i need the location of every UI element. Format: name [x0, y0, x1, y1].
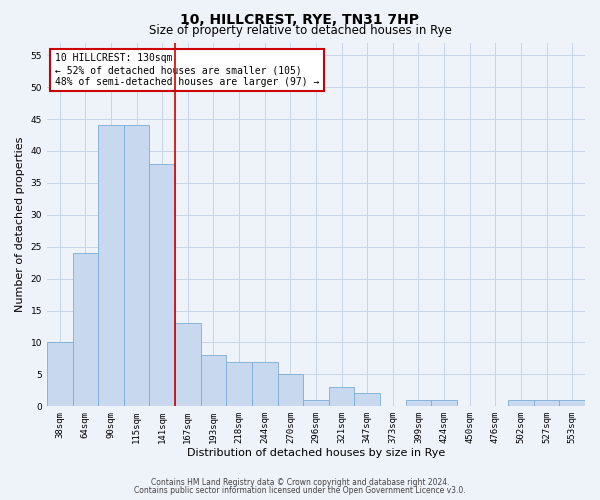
Text: 10 HILLCREST: 130sqm
← 52% of detached houses are smaller (105)
48% of semi-deta: 10 HILLCREST: 130sqm ← 52% of detached h… [55, 54, 319, 86]
Text: Contains HM Land Registry data © Crown copyright and database right 2024.: Contains HM Land Registry data © Crown c… [151, 478, 449, 487]
Bar [124, 126, 149, 406]
Bar [175, 324, 200, 406]
Text: 10, HILLCREST, RYE, TN31 7HP: 10, HILLCREST, RYE, TN31 7HP [181, 12, 419, 26]
Bar [98, 126, 124, 406]
Bar [73, 253, 98, 406]
X-axis label: Distribution of detached houses by size in Rye: Distribution of detached houses by size … [187, 448, 445, 458]
Bar [252, 362, 278, 406]
Bar [329, 387, 355, 406]
Bar [278, 374, 303, 406]
Bar [406, 400, 431, 406]
Bar [47, 342, 73, 406]
Bar [508, 400, 534, 406]
Y-axis label: Number of detached properties: Number of detached properties [15, 136, 25, 312]
Bar [226, 362, 252, 406]
Bar [559, 400, 585, 406]
Bar [200, 355, 226, 406]
Bar [431, 400, 457, 406]
Bar [355, 394, 380, 406]
Bar [303, 400, 329, 406]
Bar [149, 164, 175, 406]
Text: Size of property relative to detached houses in Rye: Size of property relative to detached ho… [149, 24, 451, 37]
Bar [534, 400, 559, 406]
Text: Contains public sector information licensed under the Open Government Licence v3: Contains public sector information licen… [134, 486, 466, 495]
